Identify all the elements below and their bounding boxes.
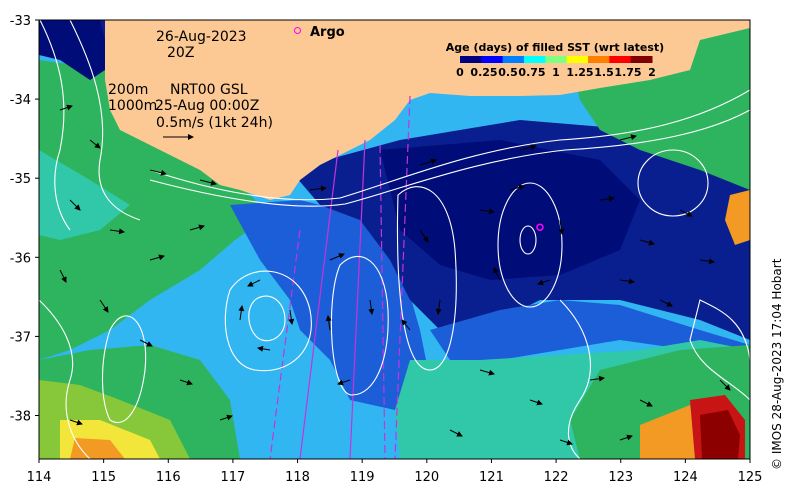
contour-west-2 (69, 20, 141, 221)
depth-label-1000: 1000m (108, 98, 158, 114)
sst-orange-northeast (725, 190, 750, 245)
colorbar-tick-label: 0.5 (498, 66, 518, 79)
y-tick-label: -38 (10, 409, 31, 424)
colorbar-tick-label: 1.5 (594, 66, 614, 79)
colorbar-tick-label: 1.25 (566, 66, 593, 79)
colorbar-swatch (545, 56, 568, 63)
x-tick-label: 121 (479, 470, 504, 485)
x-axis: 114 115 116 117 118 119 120 121 122 123 124 125 (27, 459, 763, 485)
contour-eddy-ne (637, 149, 709, 217)
argo-track-4 (394, 95, 411, 459)
x-tick-label: 116 (156, 470, 181, 485)
colorbar-tick-label: 1 (552, 66, 560, 79)
colorbar-tick-label: 1.75 (614, 66, 641, 79)
sst-orange-southwest (70, 438, 125, 459)
x-tick-label: 120 (414, 470, 439, 485)
x-tick-label: 114 (27, 470, 52, 485)
sst-teal-west (39, 150, 130, 240)
x-tick-label: 119 (350, 470, 375, 485)
colorbar-tick-label: 0.25 (470, 66, 497, 79)
colorbar-ticks: 0 0.25 0.5 0.75 1 1.25 1.5 1.75 2 (456, 66, 656, 79)
colorbar-swatch (524, 56, 546, 63)
contour-shelf-2 (149, 109, 750, 207)
contour-eddy-west (396, 186, 457, 371)
model-label: NRT00 GSL (170, 82, 248, 98)
depth-label-200: 200m (108, 82, 149, 98)
sst-blue-middle (230, 200, 430, 410)
contour-eddy-inner (497, 182, 563, 308)
colorbar-swatch (481, 56, 504, 63)
sst-green-west (39, 60, 270, 360)
y-axis: -33 -34 -35 -36 -37 -38 (10, 14, 39, 424)
argo-float-marker (536, 223, 544, 232)
y-tick-label: -34 (10, 93, 31, 108)
argo-track-3 (379, 144, 386, 459)
x-tick-label: 115 (91, 470, 116, 485)
y-tick-label: -35 (10, 172, 31, 187)
velocity-arrows (59, 104, 731, 446)
argo-tracks (269, 95, 411, 459)
contour-west-3 (39, 299, 91, 459)
argo-track-5 (269, 229, 301, 459)
contour-east-south (689, 299, 750, 401)
contour-eddy-core (519, 225, 537, 255)
date-label: 26-Aug-2023 (156, 29, 247, 45)
contour-southeast-1 (559, 299, 591, 459)
contour-eddy-sw-inner (248, 295, 286, 342)
colorbar-swatch (566, 56, 589, 63)
x-tick-label: 122 (544, 470, 569, 485)
argo-legend-icon (294, 27, 301, 34)
colorbar-swatch (588, 56, 610, 63)
ssh-contours (39, 20, 750, 459)
colorbar-title: Age (days) of filled SST (wrt latest) (446, 41, 664, 54)
y-tick-label: -33 (10, 14, 31, 29)
colorbar-swatch (460, 56, 482, 63)
time-label: 20Z (167, 45, 195, 61)
contour-eddy-west-south (101, 315, 147, 424)
y-tick-label: -36 (10, 251, 31, 266)
argo-legend-label: Argo (310, 25, 345, 40)
x-tick-label: 117 (220, 470, 245, 485)
x-tick-label: 123 (608, 470, 633, 485)
map-plot-area (39, 20, 750, 459)
colorbar-swatch (609, 56, 632, 63)
colorbar-swatch (630, 56, 653, 63)
colorbar-tick-label: 0.75 (518, 66, 545, 79)
plot-frame (38, 19, 751, 460)
x-tick-label: 118 (285, 470, 310, 485)
velocity-scale-label: 0.5m/s (1kt 24h) (156, 115, 273, 131)
argo-legend: Argo (294, 25, 345, 40)
contour-eddy-sw (224, 270, 312, 372)
sst-orange-southeast (640, 405, 700, 459)
colorbar-swatches (460, 56, 653, 63)
colorbar-tick-label: 0 (456, 66, 464, 79)
colorbar-tick-label: 2 (648, 66, 656, 79)
contour-shelf-1 (149, 89, 750, 201)
credit-label: © IMOS 28-Aug-2023 17:04 Hobart (770, 258, 784, 470)
sst-darkred-southeast (700, 410, 740, 459)
argo-track-2 (349, 139, 366, 459)
argo-track-1 (299, 149, 339, 459)
land-australia (105, 20, 750, 200)
x-tick-label: 124 (673, 470, 698, 485)
y-tick-label: -37 (10, 330, 31, 345)
contour-west-1 (39, 20, 71, 231)
colorbar-swatch (502, 56, 525, 63)
model-time-label: 25-Aug 00:00Z (155, 98, 260, 114)
contour-eddy-mid (330, 255, 389, 396)
x-tick-label: 125 (738, 470, 763, 485)
